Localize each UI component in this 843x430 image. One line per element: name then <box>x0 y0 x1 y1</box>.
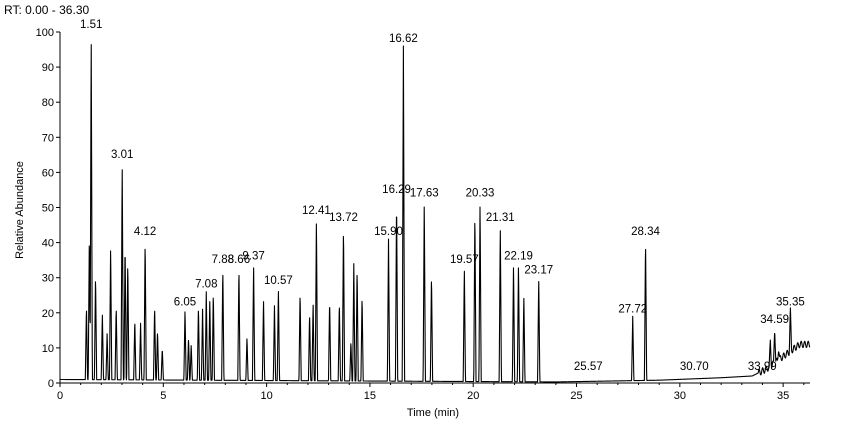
y-tick-label: 80 <box>42 97 54 109</box>
y-tick-label: 20 <box>42 308 54 320</box>
y-tick-label: 30 <box>42 273 54 285</box>
y-tick-label: 70 <box>42 132 54 144</box>
x-axis-title: Time (min) <box>407 407 459 419</box>
y-tick-label: 100 <box>36 27 54 39</box>
peak-label: 7.88 <box>212 254 234 266</box>
peak-label: 34.59 <box>760 314 789 326</box>
x-tick-label: 0 <box>57 390 63 402</box>
x-tick-label: 25 <box>570 390 582 402</box>
y-tick-label: 40 <box>42 238 54 250</box>
peak-label: 16.62 <box>389 33 418 45</box>
peak-label: 22.19 <box>504 251 533 263</box>
axis-layer: 0 10 20 30 40 50 60 70 80 90 100 0 5 10 15 20 25 30 35 <box>36 27 810 402</box>
x-tick-label: 35 <box>777 390 789 402</box>
y-tick-label: 60 <box>42 167 54 179</box>
peak-label: 9.37 <box>242 251 264 263</box>
peak-label: 7.08 <box>195 279 217 291</box>
peak-label: 12.41 <box>302 205 331 217</box>
peak-label: 8.66 <box>228 254 250 266</box>
peak-label: 21.31 <box>486 212 515 224</box>
peak-label: 15.90 <box>374 226 403 238</box>
peak-label: 33.99 <box>748 361 777 373</box>
x-tick-label: 15 <box>364 390 376 402</box>
peak-label: 27.72 <box>618 303 647 315</box>
peak-label: 3.01 <box>111 149 133 161</box>
peak-label: 19.57 <box>450 254 479 266</box>
peak-label: 35.35 <box>776 296 805 308</box>
y-tick-label: 10 <box>42 343 54 355</box>
y-axis-title: Relative Abundance <box>14 161 26 259</box>
peak-label: 1.51 <box>80 19 102 31</box>
x-tick-label: 20 <box>467 390 479 402</box>
x-tick-label: 10 <box>260 390 272 402</box>
peak-label: 10.57 <box>264 275 293 287</box>
peak-label: 20.33 <box>466 187 495 199</box>
peak-label: 17.63 <box>410 187 439 199</box>
chromatogram-trace <box>59 44 811 383</box>
rt-range-label: RT: 0.00 - 36.30 <box>4 3 90 17</box>
peak-label: 16.29 <box>382 184 411 196</box>
y-tick-label: 0 <box>48 378 54 390</box>
peak-label: 13.72 <box>329 212 358 224</box>
peak-label: 23.17 <box>524 265 553 277</box>
x-tick-label: 30 <box>674 390 686 402</box>
peak-label: 4.12 <box>134 226 156 238</box>
y-tick-label: 90 <box>42 62 54 74</box>
peak-label: 30.70 <box>680 361 709 373</box>
x-tick-label: 5 <box>160 390 166 402</box>
trace-layer <box>59 44 811 383</box>
peak-label: 6.05 <box>174 296 196 308</box>
peak-label: 28.34 <box>631 226 660 238</box>
peak-label: 25.57 <box>574 361 603 373</box>
y-tick-label: 50 <box>42 203 54 215</box>
